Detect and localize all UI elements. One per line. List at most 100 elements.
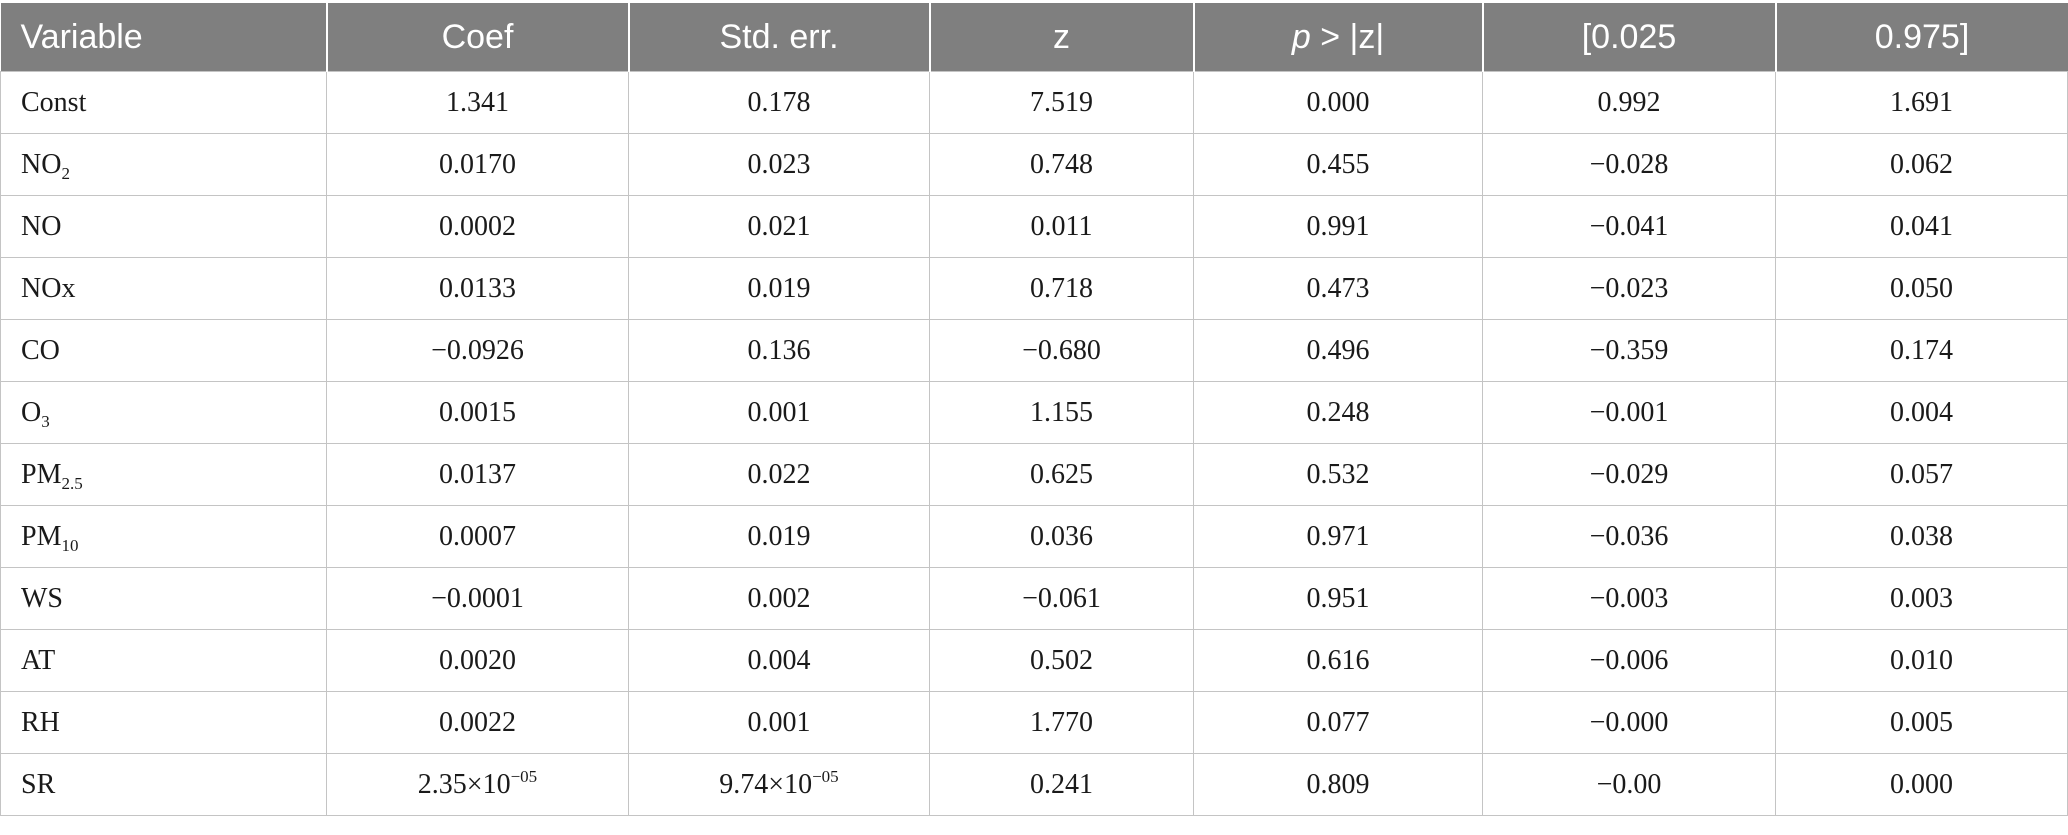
- p-value-cell: 0.455: [1193, 133, 1483, 196]
- coef-cell: −0.0926: [326, 319, 629, 382]
- p-value-cell: 0.496: [1193, 319, 1483, 382]
- coef-cell: 1.341: [326, 71, 629, 134]
- variable-cell: WS: [0, 567, 327, 630]
- header-std-err: Std. err.: [628, 3, 931, 72]
- p-value-cell: 0.473: [1193, 257, 1483, 320]
- ci-upper-cell: 0.000: [1775, 753, 2068, 816]
- subscript: 3: [41, 411, 50, 431]
- ci-lower-cell: −0.028: [1482, 133, 1776, 196]
- std-err-cell: 0.004: [628, 629, 930, 692]
- table-row: NO 0.0002 0.021 0.011 0.991 −0.041 0.041: [0, 195, 2068, 258]
- header-p-symbol: p: [1291, 17, 1311, 56]
- ci-lower-cell: −0.000: [1482, 691, 1776, 754]
- ci-lower-cell: −0.001: [1482, 381, 1776, 444]
- p-value-cell: 0.248: [1193, 381, 1483, 444]
- regression-table-container: Variable Coef Std. err. z p > |z| [0.025…: [0, 3, 2068, 816]
- coef-cell: 0.0137: [326, 443, 629, 506]
- variable-cell: PM10: [0, 505, 327, 568]
- std-err-cell: 0.001: [628, 381, 930, 444]
- p-value-cell: 0.532: [1193, 443, 1483, 506]
- exponent: −05: [812, 766, 839, 786]
- header-variable: Variable: [0, 3, 328, 72]
- table-header: Variable Coef Std. err. z p > |z| [0.025…: [0, 3, 2068, 72]
- p-value-cell: 0.971: [1193, 505, 1483, 568]
- header-p-condition: > |z|: [1310, 17, 1385, 56]
- ci-upper-cell: 0.003: [1775, 567, 2068, 630]
- table-row: NO2 0.0170 0.023 0.748 0.455 −0.028 0.062: [0, 133, 2068, 196]
- coef-cell: 0.0020: [326, 629, 629, 692]
- ci-lower-cell: 0.992: [1482, 71, 1776, 134]
- table-row: WS −0.0001 0.002 −0.061 0.951 −0.003 0.003: [0, 567, 2068, 630]
- std-err-cell: 0.021: [628, 195, 930, 258]
- ci-upper-cell: 0.010: [1775, 629, 2068, 692]
- variable-cell: RH: [0, 691, 327, 754]
- std-err-cell: 0.019: [628, 505, 930, 568]
- z-cell: 0.502: [929, 629, 1194, 692]
- table-row: PM2.5 0.0137 0.022 0.625 0.532 −0.029 0.057: [0, 443, 2068, 506]
- coef-cell: 0.0015: [326, 381, 629, 444]
- coef-cell: 0.0022: [326, 691, 629, 754]
- table-row: SR 2.35×10−05 9.74×10−05 0.241 0.809 −0.00 0.0…: [0, 753, 2068, 816]
- p-value-cell: 0.809: [1193, 753, 1483, 816]
- ci-upper-cell: 0.004: [1775, 381, 2068, 444]
- coef-cell: 0.0007: [326, 505, 629, 568]
- std-err-cell: 0.136: [628, 319, 930, 382]
- table-row: O3 0.0015 0.001 1.155 0.248 −0.001 0.004: [0, 381, 2068, 444]
- variable-cell: Const: [0, 71, 327, 134]
- p-value-cell: 0.991: [1193, 195, 1483, 258]
- table-row: Const 1.341 0.178 7.519 0.000 0.992 1.691: [0, 71, 2068, 134]
- z-cell: 0.241: [929, 753, 1194, 816]
- subscript: 10: [61, 535, 79, 555]
- coef-cell: 0.0133: [326, 257, 629, 320]
- z-cell: 1.155: [929, 381, 1194, 444]
- coef-cell: −0.0001: [326, 567, 629, 630]
- std-err-cell: 0.019: [628, 257, 930, 320]
- coef-cell: 0.0002: [326, 195, 629, 258]
- std-err-cell: 0.022: [628, 443, 930, 506]
- ci-lower-cell: −0.006: [1482, 629, 1776, 692]
- ci-lower-cell: −0.029: [1482, 443, 1776, 506]
- ci-upper-cell: 0.050: [1775, 257, 2068, 320]
- ci-lower-cell: −0.003: [1482, 567, 1776, 630]
- variable-cell: AT: [0, 629, 327, 692]
- ci-upper-cell: 1.691: [1775, 71, 2068, 134]
- z-cell: 7.519: [929, 71, 1194, 134]
- header-p-value: p > |z|: [1193, 3, 1484, 72]
- p-value-cell: 0.951: [1193, 567, 1483, 630]
- variable-cell: PM2.5: [0, 443, 327, 506]
- variable-cell: NO2: [0, 133, 327, 196]
- ci-lower-cell: −0.041: [1482, 195, 1776, 258]
- ci-upper-cell: 0.041: [1775, 195, 2068, 258]
- table-row: CO −0.0926 0.136 −0.680 0.496 −0.359 0.174: [0, 319, 2068, 382]
- z-cell: 1.770: [929, 691, 1194, 754]
- variable-cell: NOx: [0, 257, 327, 320]
- z-cell: 0.011: [929, 195, 1194, 258]
- variable-cell: CO: [0, 319, 327, 382]
- subscript: 2: [61, 163, 70, 183]
- regression-results-table: Variable Coef Std. err. z p > |z| [0.025…: [0, 3, 2068, 816]
- table-row: AT 0.0020 0.004 0.502 0.616 −0.006 0.010: [0, 629, 2068, 692]
- z-cell: 0.718: [929, 257, 1194, 320]
- std-err-cell: 0.023: [628, 133, 930, 196]
- p-value-cell: 0.616: [1193, 629, 1483, 692]
- z-cell: 0.036: [929, 505, 1194, 568]
- table-body: Const 1.341 0.178 7.519 0.000 0.992 1.691 NO2 0.…: [0, 71, 2068, 816]
- z-cell: −0.680: [929, 319, 1194, 382]
- header-row: Variable Coef Std. err. z p > |z| [0.025…: [0, 3, 2068, 72]
- ci-upper-cell: 0.038: [1775, 505, 2068, 568]
- variable-cell: NO: [0, 195, 327, 258]
- ci-lower-cell: −0.359: [1482, 319, 1776, 382]
- z-cell: 0.748: [929, 133, 1194, 196]
- p-value-cell: 0.000: [1193, 71, 1483, 134]
- std-err-cell: 0.001: [628, 691, 930, 754]
- ci-lower-cell: −0.036: [1482, 505, 1776, 568]
- subscript: 2.5: [61, 473, 83, 493]
- variable-cell: SR: [0, 753, 327, 816]
- header-coef: Coef: [326, 3, 630, 72]
- variable-cell: O3: [0, 381, 327, 444]
- p-value-cell: 0.077: [1193, 691, 1483, 754]
- table-row: PM10 0.0007 0.019 0.036 0.971 −0.036 0.038: [0, 505, 2068, 568]
- coef-cell: 2.35×10−05: [326, 753, 629, 816]
- ci-upper-cell: 0.057: [1775, 443, 2068, 506]
- header-ci-lower: [0.025: [1482, 3, 1777, 72]
